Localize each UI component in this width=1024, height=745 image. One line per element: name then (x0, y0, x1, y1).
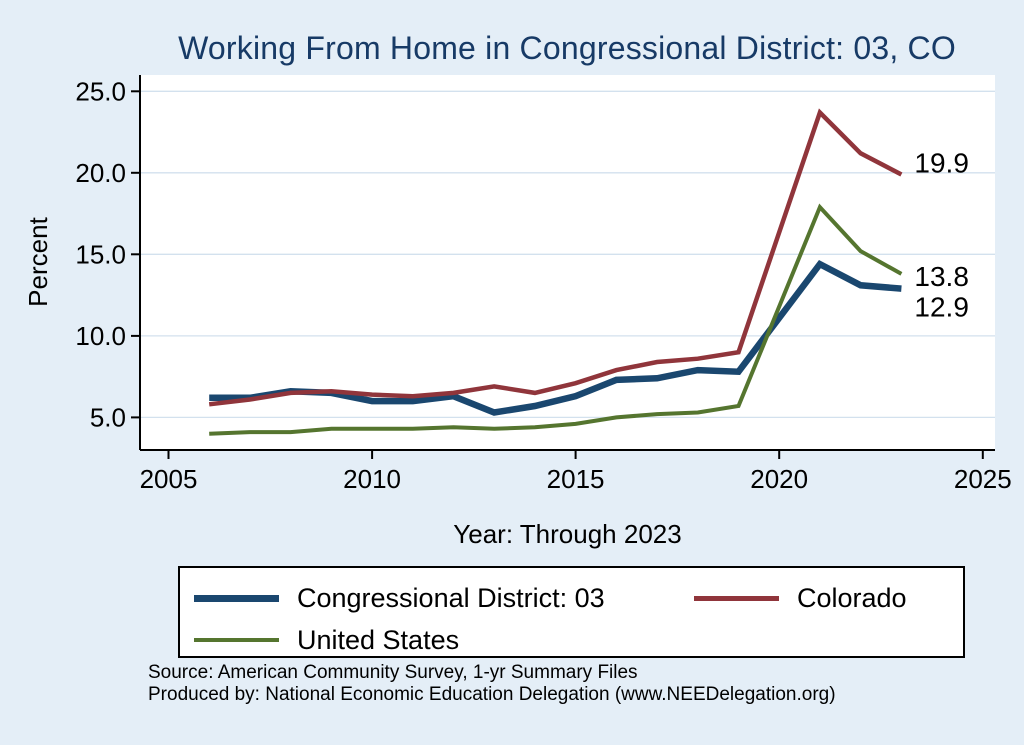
legend-label-united-states: United States (297, 624, 460, 655)
series-line-colorado (208, 108, 903, 407)
line-plot: 5.0 10.0 15.0 20.0 25.0 2005 2010 2015 2020 2025 1… (75, 75, 1012, 494)
chart-title: Working From Home in Congressional Distr… (178, 30, 956, 66)
source-line-2: Produced by: National Economic Education… (148, 684, 836, 705)
legend-item-congressional-district-03: Congressional District: 03 (194, 583, 694, 613)
y-tick-label: 20.0 (75, 158, 126, 188)
x-tick-label: 2025 (954, 464, 1012, 494)
y-tick-label: 15.0 (75, 239, 126, 269)
legend-item-united-states: United States (194, 625, 694, 655)
x-tick-label: 2015 (547, 464, 605, 494)
source-note: Source: American Community Survey, 1-yr … (148, 662, 836, 706)
x-tick-label: 2020 (750, 464, 808, 494)
x-tick-label: 2010 (343, 464, 401, 494)
legend-line-sample-congressional-district-03 (194, 594, 279, 602)
legend-line-sample-united-states (194, 638, 279, 642)
legend-box: Congressional District: 03 Colorado United… (178, 566, 965, 658)
source-line-1: Source: American Community Survey, 1-yr … (148, 662, 638, 683)
x-axis-title: Year: Through 2023 (453, 519, 682, 549)
series-line-united-states (209, 203, 903, 436)
y-tick-label: 10.0 (75, 321, 126, 351)
legend-items: Congressional District: 03 Colorado United… (180, 568, 963, 655)
x-tick-label: 2005 (140, 464, 198, 494)
end-label-congressional-district-03: 12.9 (914, 292, 969, 323)
legend-label-colorado: Colorado (797, 582, 907, 613)
plot-area (140, 75, 995, 450)
y-tick-label: 25.0 (75, 76, 126, 106)
end-label-united-states: 13.8 (914, 261, 969, 292)
y-tick-label: 5.0 (90, 402, 126, 432)
end-label-colorado: 19.9 (914, 148, 969, 179)
legend-item-colorado: Colorado (694, 583, 953, 613)
legend-line-sample-colorado (694, 595, 779, 601)
legend-label-congressional-district-03: Congressional District: 03 (297, 582, 605, 613)
y-axis-title: Percent (23, 217, 53, 307)
